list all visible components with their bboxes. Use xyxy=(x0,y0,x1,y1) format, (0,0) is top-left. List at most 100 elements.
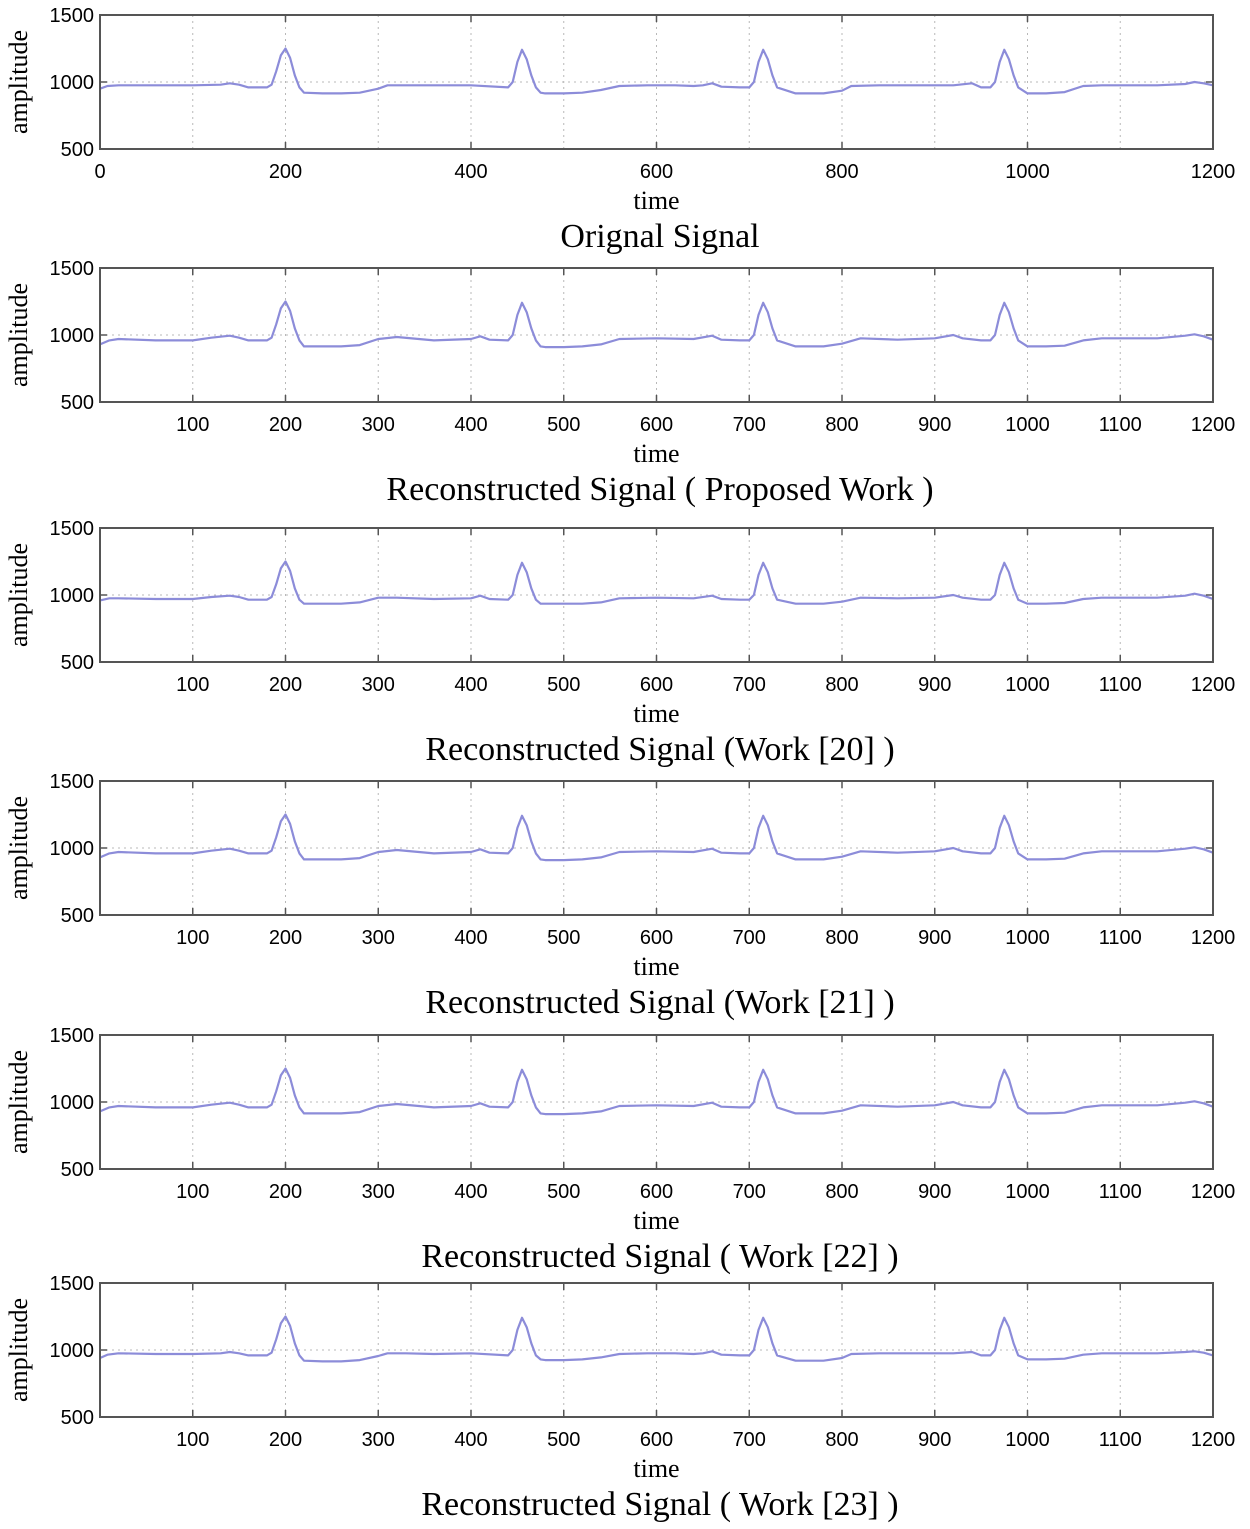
panel-title: Orignal Signal xyxy=(560,218,759,255)
x-tick-label: 800 xyxy=(825,927,858,949)
panel-title: Reconstructed Signal (Work [20] ) xyxy=(425,731,894,768)
x-tick-label: 0 xyxy=(94,161,105,183)
x-tick-label: 900 xyxy=(918,927,951,949)
x-tick-label: 300 xyxy=(362,674,395,696)
y-tick-label: 1500 xyxy=(50,1025,95,1047)
y-tick-label: 1500 xyxy=(50,518,95,540)
y-tick-label: 1500 xyxy=(50,771,95,793)
y-tick-label: 1500 xyxy=(50,258,95,280)
x-tick-label: 1200 xyxy=(1191,414,1236,436)
x-tick-label: 1100 xyxy=(1099,1181,1142,1203)
x-tick-label: 500 xyxy=(547,927,580,949)
x-tick-label: 1000 xyxy=(1005,161,1050,183)
x-tick-label: 800 xyxy=(825,414,858,436)
y-tick-label: 500 xyxy=(61,392,94,414)
x-tick-label: 900 xyxy=(918,1429,951,1451)
panel-original-signal: 0 200 400 600 800 1000 1200 500 1000 1500 time ampl… xyxy=(0,0,1250,255)
x-tick-label: 100 xyxy=(176,1181,209,1203)
x-tick-label: 200 xyxy=(269,161,302,183)
y-tick-label: 1000 xyxy=(50,1092,95,1114)
x-tick-label: 300 xyxy=(362,1429,395,1451)
x-tick-label: 1000 xyxy=(1005,674,1050,696)
y-tick-label: 1000 xyxy=(50,585,95,607)
signal-line xyxy=(99,813,1214,862)
x-tick-label: 200 xyxy=(269,1181,302,1203)
y-axis-label: amplitude xyxy=(4,1298,33,1402)
x-tick-label: 200 xyxy=(269,674,302,696)
x-axis-label: time xyxy=(633,1206,679,1235)
y-tick-label: 1000 xyxy=(50,325,95,347)
x-tick-label: 400 xyxy=(454,1429,487,1451)
x-tick-label: 200 xyxy=(269,927,302,949)
y-axis-label: amplitude xyxy=(4,30,33,134)
x-tick-label: 900 xyxy=(918,414,951,436)
x-tick-label: 400 xyxy=(454,674,487,696)
x-axis-label: time xyxy=(633,1454,679,1483)
x-tick-label: 1200 xyxy=(1191,161,1236,183)
x-axis-label: time xyxy=(633,439,679,468)
panel-reconstructed-work-21: 100 200 300 400 500 600 700 800 900 1000 1100 1200 5… xyxy=(0,766,1250,1021)
x-tick-label: 1200 xyxy=(1191,1181,1236,1203)
x-tick-label: 400 xyxy=(454,1181,487,1203)
x-tick-label: 1100 xyxy=(1099,1429,1142,1451)
x-tick-label: 1100 xyxy=(1099,927,1142,949)
y-tick-label: 500 xyxy=(61,1407,94,1429)
x-tick-label: 600 xyxy=(640,1429,673,1451)
signal-line xyxy=(99,47,1214,95)
signal-line xyxy=(99,1315,1214,1363)
panel-reconstructed-work-22: 100 200 300 400 500 600 700 800 900 1000 1100 1200 5… xyxy=(0,1020,1250,1275)
x-tick-label: 800 xyxy=(825,1429,858,1451)
x-axis-label: time xyxy=(633,952,679,981)
x-tick-label: 800 xyxy=(825,1181,858,1203)
x-tick-label: 700 xyxy=(733,414,766,436)
x-tick-label: 600 xyxy=(640,674,673,696)
x-tick-label: 600 xyxy=(640,927,673,949)
x-axis-label: time xyxy=(633,699,679,728)
y-tick-label: 500 xyxy=(61,652,94,674)
y-tick-label: 1000 xyxy=(50,1340,95,1362)
x-tick-label: 200 xyxy=(269,414,302,436)
y-tick-label: 1500 xyxy=(50,1273,95,1295)
x-tick-label: 600 xyxy=(640,414,673,436)
chart-svg: 0 200 400 600 800 1000 1200 500 1000 1500 time ampl… xyxy=(4,5,1236,255)
panel-title: Reconstructed Signal ( Work [22] ) xyxy=(421,1238,898,1275)
signal-line xyxy=(99,560,1214,605)
x-tick-label: 700 xyxy=(733,927,766,949)
x-tick-label: 1000 xyxy=(1005,414,1050,436)
x-tick-label: 1100 xyxy=(1099,414,1142,436)
x-tick-label: 100 xyxy=(176,674,209,696)
panel-reconstructed-proposed: 100 200 300 400 500 600 700 800 900 1000 1100 1200 5… xyxy=(0,253,1250,508)
panel-reconstructed-work-23: 100 200 300 400 500 600 700 800 900 1000 1100 1200 5… xyxy=(0,1268,1250,1523)
x-tick-label: 1000 xyxy=(1005,1429,1050,1451)
y-tick-label: 500 xyxy=(61,905,94,927)
x-tick-label: 100 xyxy=(176,1429,209,1451)
x-tick-label: 300 xyxy=(362,1181,395,1203)
x-tick-label: 400 xyxy=(454,927,487,949)
y-tick-label: 500 xyxy=(61,1159,94,1181)
x-tick-label: 200 xyxy=(269,1429,302,1451)
x-axis-label: time xyxy=(633,186,679,215)
x-tick-label: 100 xyxy=(176,414,209,436)
y-tick-label: 1000 xyxy=(50,838,95,860)
x-tick-label: 700 xyxy=(733,1429,766,1451)
panel-title: Reconstructed Signal ( Proposed Work ) xyxy=(386,471,933,508)
x-tick-label: 600 xyxy=(640,1181,673,1203)
y-axis-label: amplitude xyxy=(4,1050,33,1154)
x-tick-label: 400 xyxy=(454,414,487,436)
x-tick-label: 900 xyxy=(918,674,951,696)
x-tick-label: 300 xyxy=(362,927,395,949)
y-tick-label: 500 xyxy=(61,139,94,161)
x-tick-label: 800 xyxy=(825,674,858,696)
signal-line xyxy=(99,300,1214,349)
x-tick-label: 100 xyxy=(176,927,209,949)
panel-title: Reconstructed Signal ( Work [23] ) xyxy=(421,1486,898,1523)
x-tick-label: 700 xyxy=(733,1181,766,1203)
x-tick-label: 400 xyxy=(454,161,487,183)
x-tick-label: 500 xyxy=(547,1181,580,1203)
y-axis-label: amplitude xyxy=(4,543,33,647)
chart-svg: 100 200 300 400 500 600 700 800 900 1000 1100 1200 5… xyxy=(4,1025,1236,1275)
y-tick-label: 1000 xyxy=(50,72,95,94)
x-tick-label: 600 xyxy=(640,161,673,183)
panel-title: Reconstructed Signal (Work [21] ) xyxy=(425,984,894,1021)
